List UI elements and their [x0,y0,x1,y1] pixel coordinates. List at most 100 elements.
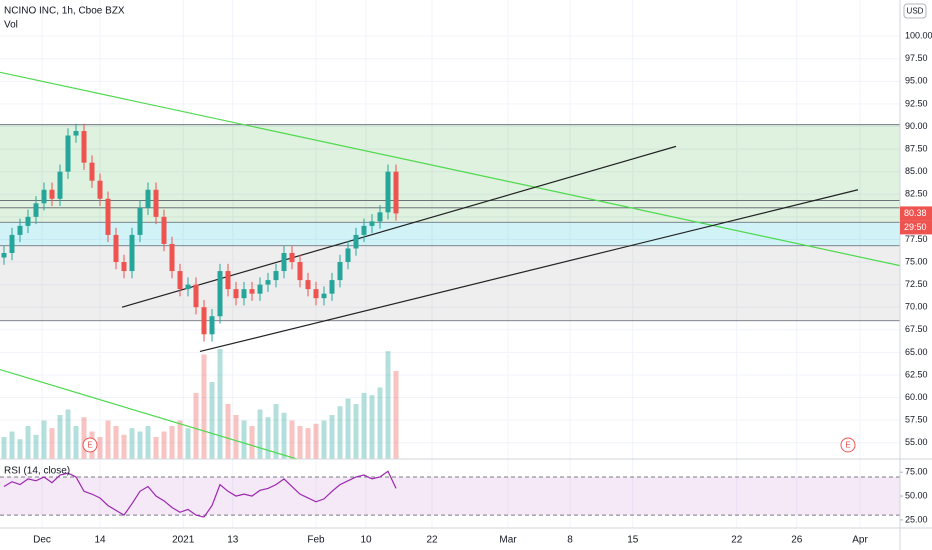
volume-bar [81,417,87,459]
x-tick-label: Mar [499,535,517,546]
y-tick-label: 65.00 [905,347,928,357]
x-tick-label: 2021 [172,535,195,546]
candle-body [105,198,111,235]
currency-box[interactable] [903,3,927,19]
candle-body [1,252,7,258]
y-tick-label: 72.50 [905,279,928,289]
candle-body [257,284,263,294]
candle-body [273,271,279,281]
y-tick-label: 57.50 [905,415,928,425]
candle-body [153,189,159,217]
volume-bar [257,409,263,459]
x-tick-label: 15 [627,535,639,546]
candle-body [113,234,119,263]
y-tick-label: 50.00 [905,490,928,500]
x-tick-label: 8 [567,535,573,546]
earnings-marker [840,437,856,453]
volume-bar [233,415,239,459]
x-tick-label: Apr [852,535,868,546]
volume-bar [49,428,55,459]
candle-body [17,225,23,235]
last-price: 80.38 [904,208,927,218]
y-tick-label: 97.50 [905,53,928,63]
candle-body [305,280,311,290]
zone [0,222,900,246]
volume-bar [105,420,111,459]
volume-bar [193,393,199,459]
volume-bar [121,434,127,459]
y-tick-label: 75.00 [905,256,928,266]
chart-title: NCINO INC, 1h, Cboe BZX [4,6,125,17]
candle-body [25,216,31,226]
candle-body [321,293,327,299]
candle-body [297,262,303,281]
candle-body [233,289,239,299]
volume-bar [345,398,351,459]
y-tick-label: 67.50 [905,324,928,334]
candle-body [169,243,175,272]
candle-body [193,284,199,308]
volume-bar [209,382,215,459]
volume-bar [361,393,367,459]
candle-body [49,189,55,199]
candle-body [201,307,207,335]
volume-bar [129,428,135,459]
candle-body [121,262,127,272]
x-tick-label: 22 [731,535,743,546]
volume-bar [17,439,23,459]
volume-bar [321,420,327,459]
y-tick-label: 90.00 [905,121,928,131]
currency[interactable]: USD [907,7,924,16]
y-tick-label: 92.50 [905,98,928,108]
volume-bar [353,404,359,459]
volume-bar [217,349,223,459]
earnings-marker [82,437,98,453]
rsi-title: RSI (14, close) [4,466,70,477]
candle-body [217,271,223,317]
candle-body [369,221,375,226]
candle-body [145,189,151,208]
x-tick-label: 22 [426,535,438,546]
volume-bar [369,395,375,459]
volume-bar [113,426,119,459]
plot [0,0,901,528]
y-tick-label: 62.50 [905,369,928,379]
volume-bar [273,404,279,459]
volume-bar [145,426,151,459]
candle-body [177,271,183,290]
volume-bar [329,415,335,459]
y-tick-label: 70.00 [905,302,928,312]
candle-body [241,289,247,299]
volume-bar [377,387,383,459]
candle-body [385,171,391,213]
candle-body [57,171,63,199]
candle-body [9,234,15,253]
y-tick-label: 75.00 [905,467,928,477]
y-tick-label: 100.00 [905,31,932,41]
volume-bar [65,409,71,459]
volume-bar [393,371,399,459]
candle-body [377,212,383,222]
volume-label: Vol [4,20,18,31]
candle-body [225,271,231,290]
candle-body [185,284,191,290]
earnings-label: E [845,441,850,450]
volume-bar [153,437,159,459]
candle-body [81,131,87,163]
y-tick-label: 87.50 [905,143,928,153]
volume-bar [225,404,231,459]
volume-bar [97,437,103,459]
x-tick-label: 10 [360,535,372,546]
x-tick-label: Dec [33,535,51,546]
trend-line [0,71,901,267]
trend-line [121,145,677,308]
candle-body [289,252,295,263]
earnings-label: E [87,441,92,450]
volume-bar [337,406,343,459]
y-tick-label: 82.50 [905,189,928,199]
y-tick-label: 85.00 [905,166,928,176]
y-tick-label: 77.50 [905,234,928,244]
countdown: 29:50 [904,222,927,232]
candle-body [313,289,319,299]
